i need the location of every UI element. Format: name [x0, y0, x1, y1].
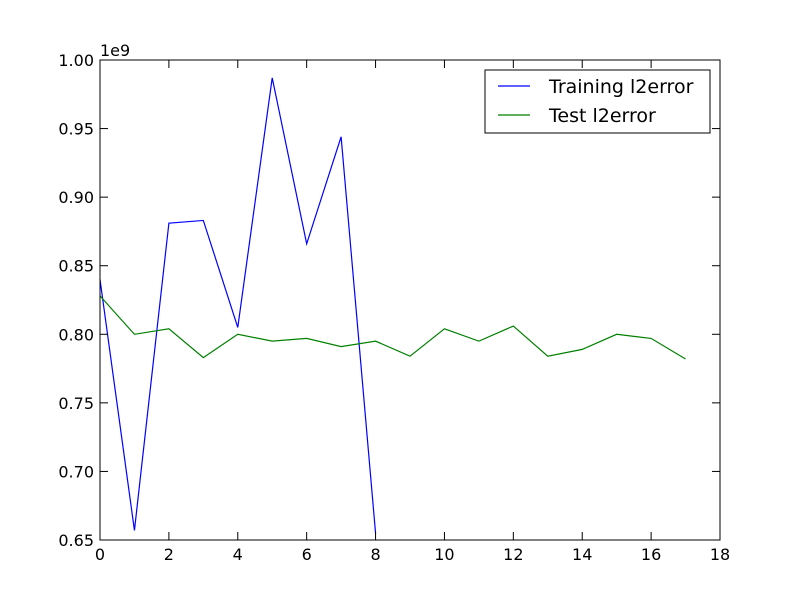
y-tick-label: 0.85 [58, 257, 94, 276]
y-tick-label: 0.90 [58, 188, 94, 207]
y-axis: 0.65 0.70 0.75 0.80 0.85 0.90 0.95 1.00 [58, 51, 720, 550]
y-tick-label: 0.70 [58, 462, 94, 481]
x-tick-label: 6 [302, 545, 312, 564]
y-tick-label: 0.95 [58, 120, 94, 139]
legend: Training l2error Test l2error [484, 69, 711, 134]
y-tick-label: 0.80 [58, 325, 94, 344]
y-tick-label: 1.00 [58, 51, 94, 70]
x-tick-label: 12 [503, 545, 523, 564]
x-tick-label: 14 [572, 545, 592, 564]
x-tick-label: 10 [434, 545, 454, 564]
x-tick-label: 0 [95, 545, 105, 564]
x-tick-label: 18 [710, 545, 730, 564]
y-tick-label: 0.65 [58, 531, 94, 550]
y-offset-label: 1e9 [100, 41, 130, 60]
series-line-1 [99, 77, 377, 534]
legend-box [484, 69, 711, 134]
x-tick-label: 16 [641, 545, 661, 564]
legend-label-1: Training l2error [548, 76, 694, 98]
series-line-2 [99, 295, 686, 360]
x-axis: 0 2 4 6 8 10 12 14 16 18 [95, 60, 730, 564]
y-tick-label: 0.75 [58, 394, 94, 413]
series-layer [99, 77, 686, 534]
legend-label-2: Test l2error [548, 105, 656, 127]
x-tick-label: 4 [233, 545, 243, 564]
x-tick-label: 8 [370, 545, 380, 564]
plot-frame [99, 59, 721, 541]
x-tick-label: 2 [164, 545, 174, 564]
